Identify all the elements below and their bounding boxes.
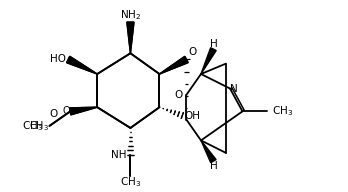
Polygon shape xyxy=(201,140,216,163)
Polygon shape xyxy=(127,22,134,53)
Text: CH$_3$: CH$_3$ xyxy=(22,119,43,133)
Text: CH$_3$: CH$_3$ xyxy=(120,176,141,190)
Polygon shape xyxy=(66,56,97,74)
Text: H: H xyxy=(209,39,217,49)
Polygon shape xyxy=(70,107,97,115)
Text: NH$_2$: NH$_2$ xyxy=(120,8,141,22)
Polygon shape xyxy=(159,56,188,74)
Polygon shape xyxy=(159,56,188,74)
Polygon shape xyxy=(70,107,97,115)
Text: O: O xyxy=(49,109,58,119)
Text: O: O xyxy=(63,106,70,116)
Text: O: O xyxy=(189,47,197,57)
Text: HO: HO xyxy=(50,55,66,65)
Text: O: O xyxy=(174,90,182,100)
Text: CH$_3$: CH$_3$ xyxy=(271,104,293,118)
Polygon shape xyxy=(127,22,134,53)
Text: OH: OH xyxy=(184,111,200,121)
Text: H: H xyxy=(209,161,217,171)
Text: NH: NH xyxy=(111,150,126,160)
Polygon shape xyxy=(66,56,97,74)
Polygon shape xyxy=(201,48,216,74)
Text: CH$_3$: CH$_3$ xyxy=(30,119,49,133)
Text: N: N xyxy=(230,84,238,94)
